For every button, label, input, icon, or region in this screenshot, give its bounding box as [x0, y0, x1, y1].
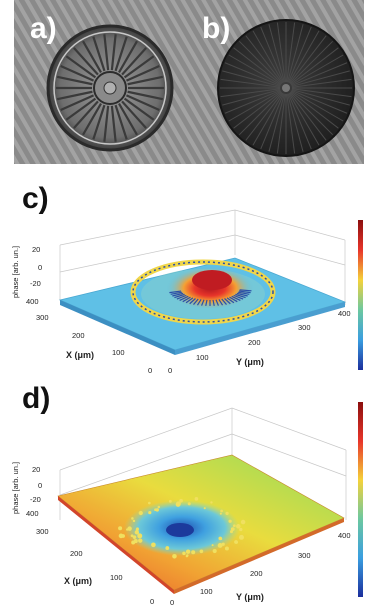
surface-c-edge2	[175, 302, 345, 355]
x-tick-d-2: 100	[110, 573, 123, 582]
panel-label-b: b)	[202, 12, 231, 45]
axes-box-c	[59, 209, 346, 305]
z-tick-c-3: 400	[26, 297, 39, 306]
x-tick-d-1: 200	[70, 549, 83, 558]
surface-c-edge	[60, 300, 175, 355]
colorbar-d	[358, 402, 363, 597]
surface-plot-d-svg: 20 0 -20 400 phase [arb. un.] 300 200 10…	[11, 402, 363, 607]
panel-label-c: c)	[22, 182, 49, 215]
y-tick-c-2: 200	[248, 338, 261, 347]
x-tick-d-3: 0	[150, 597, 154, 606]
diatom-a	[46, 24, 174, 152]
z-tick-d-3: 400	[26, 509, 39, 518]
axes-box-d	[59, 407, 347, 520]
y-tick-d-3: 300	[298, 551, 311, 560]
y-tick-c-1: 100	[196, 353, 209, 362]
x-tick-c-1: 200	[72, 331, 85, 340]
micrograph-image	[14, 0, 364, 164]
y-tick-d-0: 0	[170, 598, 174, 607]
surface-plot-d: 20 0 -20 400 phase [arb. un.] 300 200 10…	[0, 400, 366, 610]
y-tick-d-2: 200	[250, 569, 263, 578]
z-tick-c-2: -20	[30, 279, 41, 288]
surface-plot-c-svg: 20 0 -20 400 phase [arb. un.] 300 200 10…	[11, 209, 363, 375]
ring-c-inner	[132, 261, 274, 323]
surface-plot-c: 20 0 -20 400 phase [arb. un.] 300 200 10…	[0, 180, 366, 380]
y-axis-label-c: Y (μm)	[236, 357, 264, 367]
x-axis-label-c: X (μm)	[66, 350, 94, 360]
x-axis-label-d: X (μm)	[64, 576, 92, 586]
z-tick-d-1: 0	[38, 481, 42, 490]
x-tick-c-0: 300	[36, 313, 49, 322]
y-tick-c-3: 300	[298, 323, 311, 332]
z-tick-c-0: 20	[32, 245, 40, 254]
z-tick-c-1: 0	[38, 263, 42, 272]
panel-label-a: a)	[30, 12, 57, 45]
micrograph-strip: a) b)	[14, 0, 364, 164]
z-axis-label-c: phase [arb. un.]	[11, 246, 20, 298]
panel-label-d: d)	[22, 382, 51, 415]
x-tick-c-2: 100	[112, 348, 125, 357]
x-tick-d-0: 300	[36, 527, 49, 536]
x-tick-c-3: 0	[148, 366, 152, 375]
z-tick-d-2: -20	[30, 495, 41, 504]
colorbar-c	[358, 220, 363, 370]
y-tick-c-4: 400	[338, 309, 351, 318]
z-tick-d-0: 20	[32, 465, 40, 474]
y-tick-d-1: 100	[200, 587, 213, 596]
y-tick-d-4: 400	[338, 531, 351, 540]
y-tick-c-0: 0	[168, 366, 172, 375]
z-axis-label-d: phase [arb. un.]	[11, 462, 20, 514]
y-axis-label-d: Y (μm)	[236, 592, 264, 602]
diatom-b	[217, 19, 355, 157]
